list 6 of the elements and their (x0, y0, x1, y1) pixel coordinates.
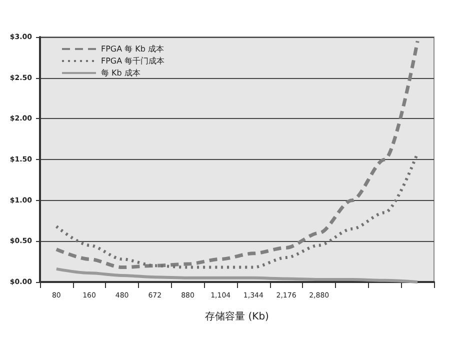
line-series (54, 39, 420, 270)
legend-label: FPGA 每 Kb 成本 (101, 44, 164, 54)
x-axis-title: 存储容量 (Kb) (205, 310, 270, 322)
legend-label: 每 Kb 成本 (101, 68, 140, 78)
legend-label: FPGA 每千门成本 (101, 56, 165, 66)
line-series (54, 267, 420, 284)
